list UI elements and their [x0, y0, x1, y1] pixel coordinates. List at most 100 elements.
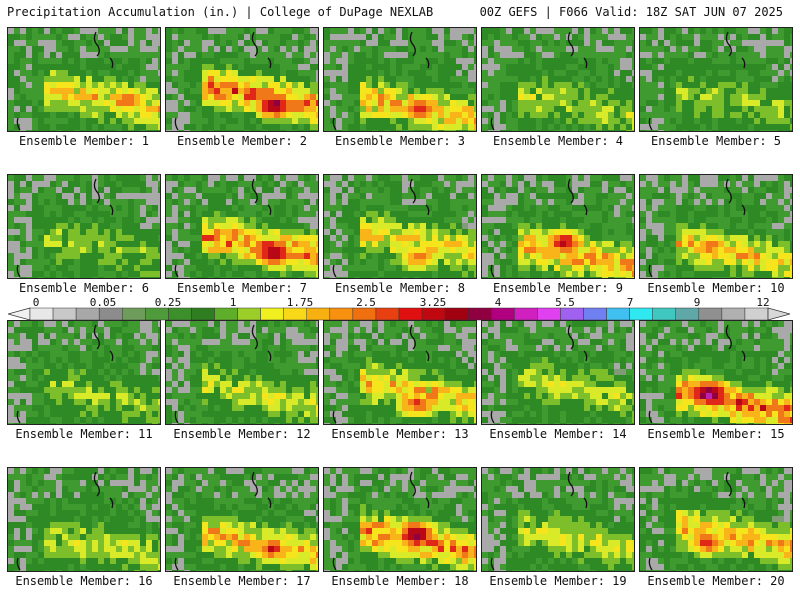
panel-label: Ensemble Member: 15 [647, 427, 785, 441]
ensemble-panel [481, 174, 635, 279]
panel-label: Ensemble Member: 1 [18, 134, 150, 148]
map-title: Precipitation Accumulation (in.) | Colle… [7, 5, 434, 19]
panel-label: Ensemble Member: 14 [489, 427, 627, 441]
ensemble-panel [165, 174, 319, 279]
ensemble-panel [7, 174, 161, 279]
precip-map [640, 175, 792, 278]
colorbar-segment [583, 307, 607, 321]
coastline [174, 471, 272, 571]
precip-map [482, 28, 634, 131]
colorbar [8, 307, 790, 321]
panel-label: Ensemble Member: 4 [492, 134, 624, 148]
coastline [648, 178, 746, 278]
colorbar-segment [52, 307, 77, 321]
precip-map [166, 28, 318, 131]
colorbar-tick-label: 9 [693, 296, 701, 309]
ensemble-panel [165, 320, 319, 425]
colorbar-tick-label: 0.05 [89, 296, 117, 309]
colorbar-tick-label: 7 [626, 296, 634, 309]
precip-map [482, 175, 634, 278]
coastline [648, 471, 746, 571]
colorbar-tick-label: 1.75 [286, 296, 314, 309]
precip-map [324, 321, 476, 424]
panel-label: Ensemble Member: 13 [331, 427, 469, 441]
panel-label: Ensemble Member: 19 [489, 574, 627, 588]
precip-map [8, 175, 160, 278]
colorbar-segment [75, 307, 100, 321]
coastline [174, 31, 272, 131]
ensemble-panel [639, 27, 793, 132]
coastline [16, 324, 114, 424]
colorbar-segment [237, 307, 261, 321]
coastline [16, 31, 114, 131]
coastline [332, 31, 430, 131]
precip-map [640, 468, 792, 571]
colorbar-segment [606, 307, 630, 321]
panel-label: Ensemble Member: 2 [176, 134, 308, 148]
colorbar-segment [168, 307, 192, 321]
colorbar-segment [329, 307, 354, 321]
coastline [490, 178, 588, 278]
colorbar-segment [145, 307, 169, 321]
ensemble-panel [639, 467, 793, 572]
precip-map [8, 468, 160, 571]
colorbar-segment [467, 307, 492, 321]
colorbar-tick-label: 4 [494, 296, 502, 309]
precip-map [166, 175, 318, 278]
colorbar-segment [98, 307, 123, 321]
panel-label: Ensemble Member: 12 [173, 427, 311, 441]
coastline [332, 324, 430, 424]
ensemble-panel [323, 320, 477, 425]
coastline [648, 31, 746, 131]
coastline [332, 471, 430, 571]
ensemble-panel [481, 27, 635, 132]
colorbar-segment [629, 307, 653, 321]
ensemble-panel [165, 27, 319, 132]
ensemble-panel [323, 467, 477, 572]
panel-label: Ensemble Member: 5 [650, 134, 782, 148]
colorbar-segment [214, 307, 238, 321]
ensemble-panel [639, 320, 793, 425]
colorbar-segment [744, 307, 769, 321]
colorbar-tick-label: 0 [32, 296, 40, 309]
colorbar-segment [537, 307, 561, 321]
coastline [332, 178, 430, 278]
coastline [16, 471, 114, 571]
colorbar-segment [306, 307, 331, 321]
colorbar-segment [191, 307, 215, 321]
coastline [174, 178, 272, 278]
panel-label: Ensemble Member: 11 [15, 427, 153, 441]
panel-label: Ensemble Member: 17 [173, 574, 311, 588]
colorbar-segment [398, 307, 423, 321]
coastline [174, 324, 272, 424]
precip-map [8, 28, 160, 131]
colorbar-segment [352, 307, 377, 321]
ensemble-panel [481, 467, 635, 572]
panel-label: Ensemble Member: 3 [334, 134, 466, 148]
panel-label: Ensemble Member: 6 [18, 281, 150, 295]
ensemble-panel [7, 320, 161, 425]
precip-map [166, 321, 318, 424]
coastline [490, 31, 588, 131]
precip-map [640, 28, 792, 131]
precip-map [324, 175, 476, 278]
ensemble-panel [7, 467, 161, 572]
colorbar-segment [421, 307, 446, 321]
panel-label: Ensemble Member: 10 [647, 281, 785, 295]
colorbar-segment [698, 307, 723, 321]
precip-map [324, 468, 476, 571]
precip-map [640, 321, 792, 424]
precip-map [166, 468, 318, 571]
run-info: 00Z GEFS | F066 Valid: 18Z SAT JUN 07 20… [479, 5, 783, 19]
panel-label: Ensemble Member: 7 [176, 281, 308, 295]
colorbar-segment [560, 307, 584, 321]
coastline [16, 178, 114, 278]
colorbar-tick-label: 5.5 [555, 296, 575, 309]
precip-map [324, 28, 476, 131]
colorbar-segment [721, 307, 746, 321]
precip-map [8, 321, 160, 424]
precip-map [482, 468, 634, 571]
colorbar-segment [29, 307, 54, 321]
colorbar-segment [652, 307, 676, 321]
colorbar-segment [514, 307, 538, 321]
